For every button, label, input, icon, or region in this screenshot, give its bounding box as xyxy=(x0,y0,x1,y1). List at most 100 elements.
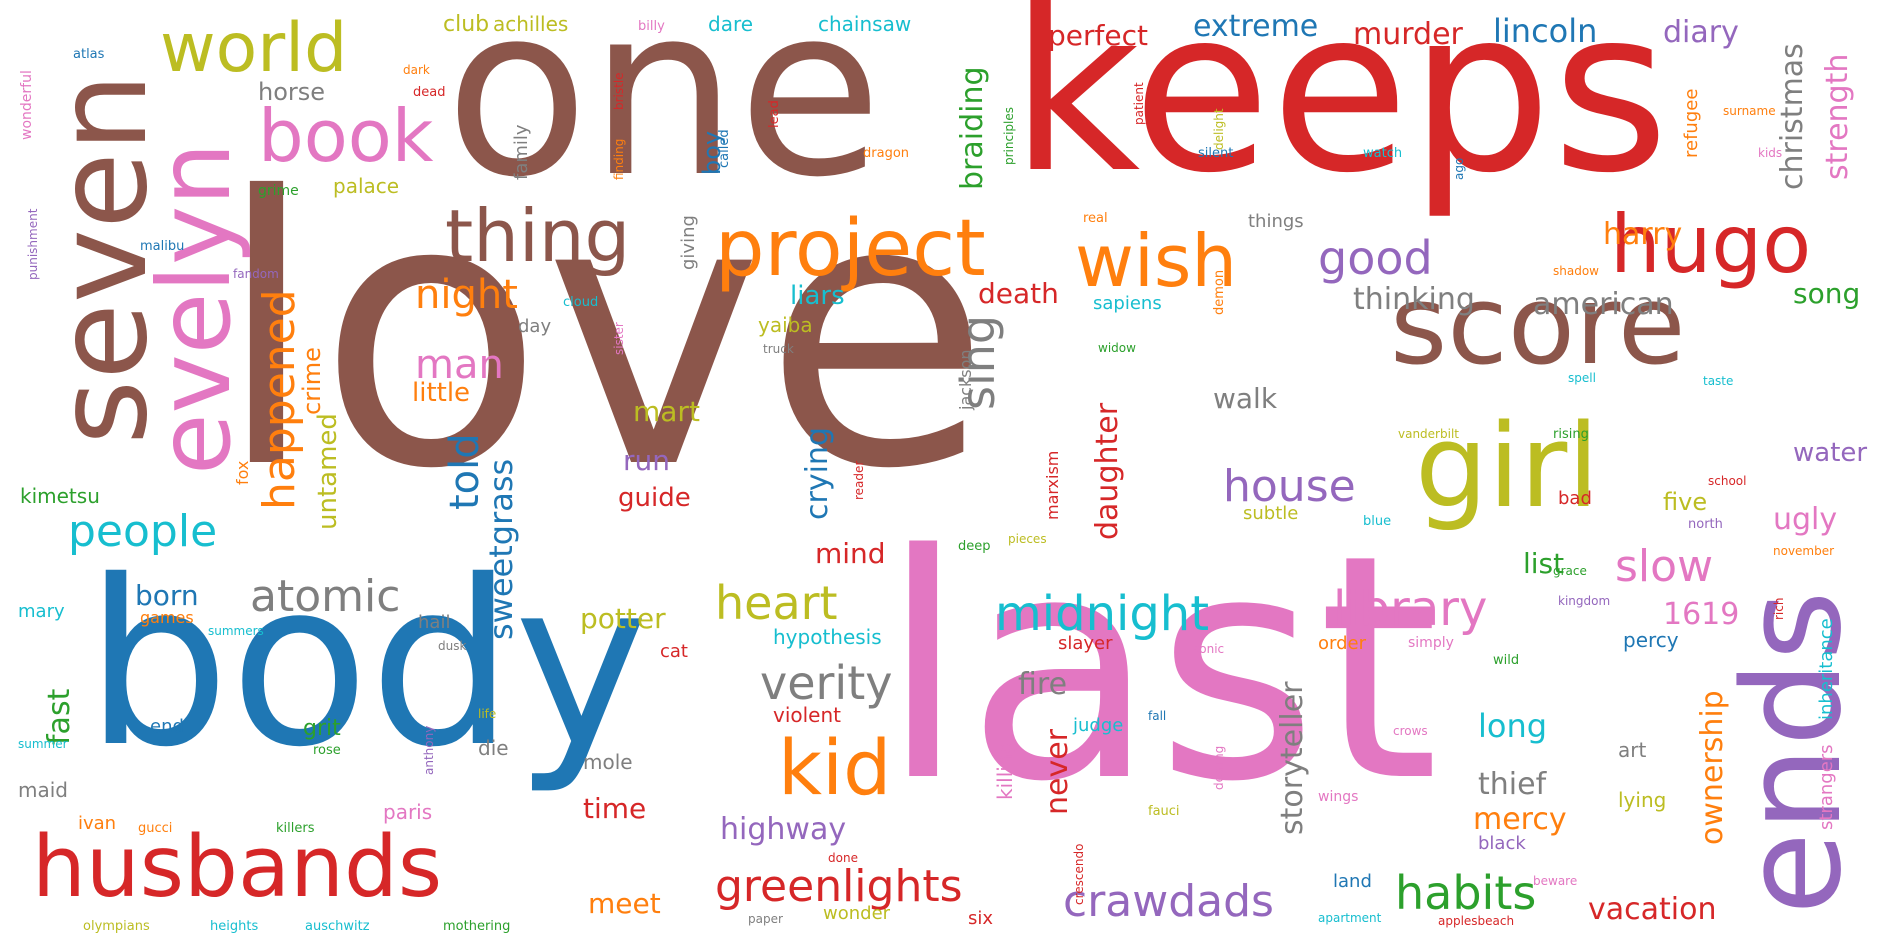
word-end: end xyxy=(150,716,184,737)
word-delight: delight xyxy=(1212,108,1226,150)
word-yaiba: yaiba xyxy=(758,313,813,337)
word-demon: demon xyxy=(1212,269,1227,315)
word-atomic: atomic xyxy=(250,571,401,622)
word-club: club xyxy=(443,12,490,37)
word-punishment: punishment xyxy=(26,208,40,280)
word-judge: judge xyxy=(1073,715,1124,736)
word-run: run xyxy=(623,444,671,477)
word-wings: wings xyxy=(1318,789,1359,805)
word-greenlights: greenlights xyxy=(715,861,963,912)
word-score: score xyxy=(1390,261,1686,389)
word-truck: truck xyxy=(763,342,794,356)
word-kids: kids xyxy=(1758,146,1783,160)
word-fox: fox xyxy=(233,460,252,485)
word-library: library xyxy=(1333,581,1488,637)
word-body: body xyxy=(85,531,649,797)
word-marxism: marxism xyxy=(1043,450,1062,520)
word-keeps: keeps xyxy=(1010,0,1670,223)
word-vacation: vacation xyxy=(1588,892,1717,927)
word-ownership: ownership xyxy=(1695,690,1730,845)
word-violent: violent xyxy=(773,703,842,727)
word-little: little xyxy=(412,378,471,408)
word-girl: girl xyxy=(1415,400,1600,534)
word-water: water xyxy=(1793,438,1868,468)
word-killers: killers xyxy=(276,821,315,836)
word-diary: diary xyxy=(1663,15,1739,50)
word-olympians: olympians xyxy=(83,919,150,934)
word-ugly: ugly xyxy=(1773,502,1838,537)
word-love: love xyxy=(215,120,991,550)
word-perfect: perfect xyxy=(1048,19,1148,52)
word-mind: mind xyxy=(815,537,886,570)
word-spell: spell xyxy=(1568,371,1596,385)
word-refugee: refugee xyxy=(1681,88,1702,158)
word-five: five xyxy=(1663,488,1708,516)
word-thing: thing xyxy=(445,194,631,278)
word-dragon: dragon xyxy=(863,146,910,161)
word-ago: ago xyxy=(1452,157,1466,180)
word-games: games xyxy=(140,608,194,627)
word-daughter: daughter xyxy=(1090,402,1125,540)
word-fauci: fauci xyxy=(1148,804,1180,819)
word-achilles: achilles xyxy=(493,12,569,36)
word-principles: principles xyxy=(1002,106,1016,165)
word-guide: guide xyxy=(618,483,691,513)
word-watch: watch xyxy=(1363,146,1403,161)
word-never: never xyxy=(1040,728,1075,815)
word-apartment: apartment xyxy=(1318,911,1382,925)
word-highway: highway xyxy=(720,812,847,847)
word-life: life xyxy=(478,707,497,721)
word-land: land xyxy=(1333,871,1372,892)
word-malibu: malibu xyxy=(140,239,185,254)
word-deep: deep xyxy=(958,539,991,554)
word-mart: mart xyxy=(633,395,700,428)
word-dark: dark xyxy=(403,63,430,77)
word-dealing: dealing xyxy=(1212,745,1226,790)
word-reader: reader xyxy=(852,460,866,500)
word-mary: mary xyxy=(18,601,65,622)
word-fire: fire xyxy=(1018,667,1068,702)
word-art: art xyxy=(1618,738,1647,762)
word-gucci: gucci xyxy=(138,821,173,836)
word-horse: horse xyxy=(258,78,326,106)
word-crows: crows xyxy=(1393,724,1428,738)
word-silent: silent xyxy=(1198,146,1234,161)
word-kid: kid xyxy=(778,723,892,812)
word-subtle: subtle xyxy=(1243,503,1299,524)
word-book: book xyxy=(258,94,434,178)
word-mercy: mercy xyxy=(1473,802,1567,837)
word-meet: meet xyxy=(588,887,661,920)
word-strength: strength xyxy=(1820,53,1855,180)
word-project: project xyxy=(715,204,986,294)
word-blue: blue xyxy=(1363,514,1392,529)
word-sweetgrass: sweetgrass xyxy=(482,458,520,640)
word-maid: maid xyxy=(18,778,68,802)
word-midnight: midnight xyxy=(995,586,1210,642)
word-pieces: pieces xyxy=(1008,532,1047,546)
word-november: november xyxy=(1773,544,1835,558)
word-bristle: bristle xyxy=(612,72,626,110)
word-order: order xyxy=(1318,633,1366,654)
word-widow: widow xyxy=(1098,341,1136,355)
word-house: house xyxy=(1223,461,1356,512)
word-family: family xyxy=(511,124,532,180)
word-murder: murder xyxy=(1353,17,1463,52)
word-die: die xyxy=(478,736,509,760)
word-percy: percy xyxy=(1623,628,1679,652)
word-crawdads: crawdads xyxy=(1063,876,1274,927)
word-hail: hail xyxy=(418,612,451,633)
word-sister: sister xyxy=(612,322,626,355)
word-dusk: dusk xyxy=(438,639,467,653)
word-slayer: slayer xyxy=(1058,633,1113,654)
word-hugo: hugo xyxy=(1610,198,1812,291)
word-called: called xyxy=(717,129,732,168)
word-told: told xyxy=(442,433,488,510)
word-beware: beware xyxy=(1533,874,1578,888)
word-wonderful: wonderful xyxy=(19,70,35,140)
word-happened: happened xyxy=(254,289,305,510)
word-man: man xyxy=(415,342,504,388)
word-grit: grit xyxy=(303,716,341,741)
word-vanderbilt: vanderbilt xyxy=(1398,427,1459,441)
word-wild: wild xyxy=(1493,653,1520,668)
word-night: night xyxy=(415,272,518,318)
